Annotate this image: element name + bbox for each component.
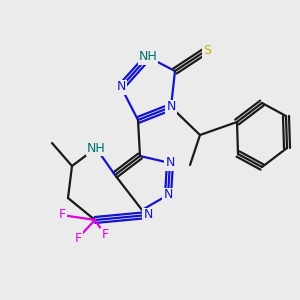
Text: N: N <box>166 100 176 113</box>
Text: F: F <box>74 232 82 244</box>
Text: NH: NH <box>139 50 158 64</box>
Text: N: N <box>143 208 153 221</box>
Text: F: F <box>58 208 66 221</box>
Text: NH: NH <box>87 142 105 154</box>
Text: S: S <box>203 44 211 56</box>
Text: F: F <box>101 229 109 242</box>
Text: N: N <box>116 80 126 94</box>
Text: N: N <box>165 157 175 169</box>
Text: N: N <box>163 188 173 202</box>
